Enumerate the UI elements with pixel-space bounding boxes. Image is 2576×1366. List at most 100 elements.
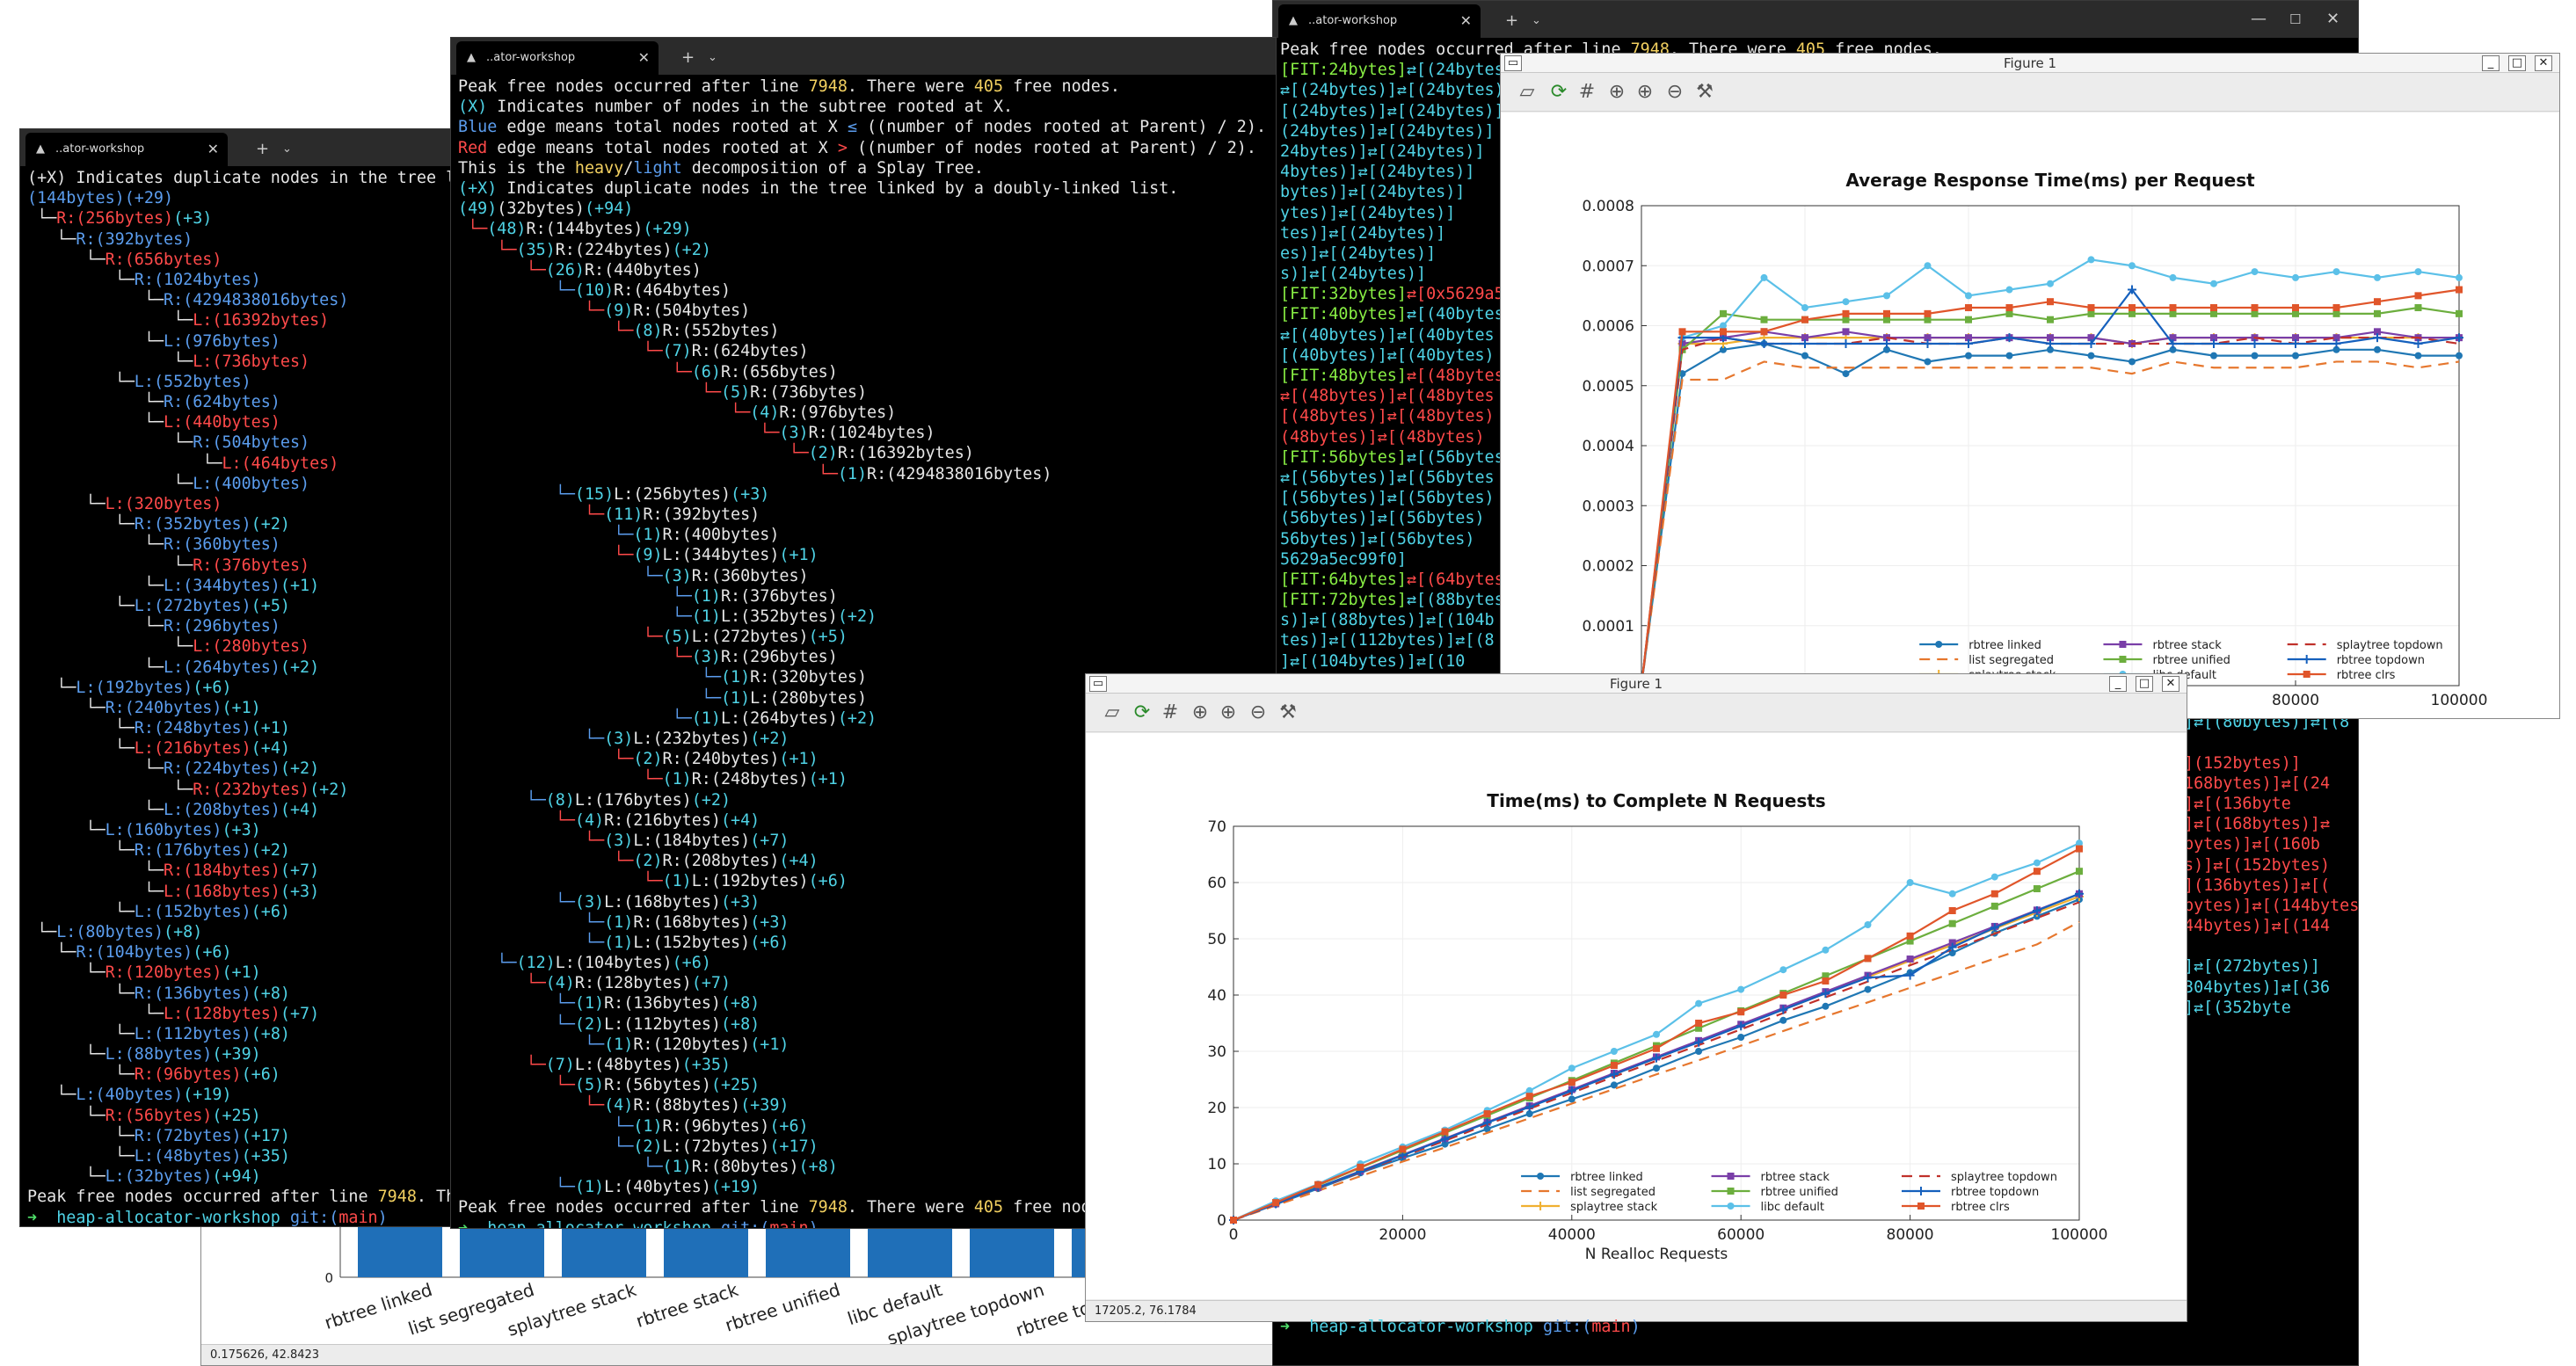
- terminal-tab[interactable]: ▲ ..ator-workshop ✕: [25, 133, 228, 166]
- new-tab-icon[interactable]: +: [681, 48, 695, 67]
- terminal-line: [(40bytes)]⇄[(40bytes): [1280, 345, 2358, 366]
- terminal-text: L:(32bytes): [105, 1167, 213, 1187]
- legend-label: splaytree topdown: [2337, 639, 2443, 652]
- terminal-tab[interactable]: ▲ ..ator-workshop ✕: [456, 41, 659, 75]
- data-point: [1905, 970, 1915, 980]
- legend-marker: [1916, 1187, 1925, 1195]
- grid-icon[interactable]: #: [1161, 701, 1179, 723]
- zoom-in-icon[interactable]: ⊕: [1636, 81, 1654, 103]
- bar-y-tick: 0: [324, 1270, 333, 1286]
- terminal-text: heap-allocator-workshop: [56, 1208, 290, 1226]
- figure-minimize-icon[interactable]: _: [2109, 676, 2127, 692]
- terminal-text: [FIT:24bytes]: [1280, 61, 1407, 80]
- zoom-out-icon[interactable]: ⊖: [1249, 701, 1267, 723]
- figure-close-icon[interactable]: ✕: [2535, 55, 2552, 71]
- x-tick-label: 80000: [2272, 692, 2319, 709]
- figure-maximize-icon[interactable]: □: [2508, 55, 2526, 71]
- terminal-text: (9): [633, 546, 663, 565]
- tab-menu-chevron-icon[interactable]: ⌄: [708, 51, 717, 64]
- terminal-line: └─R:(1024bytes): [27, 270, 493, 290]
- terminal-text: 7948: [808, 1198, 848, 1217]
- figure-maximize-icon[interactable]: □: [2136, 676, 2153, 692]
- terminal-text: main: [338, 1208, 378, 1226]
- figure-plot-area[interactable]: Time(ms) to Complete N Requests 0 20000 400…: [1086, 733, 2187, 1299]
- data-point: [1801, 316, 1808, 323]
- terminal-text: (+2): [837, 607, 877, 626]
- terminal-text: (+3): [280, 882, 320, 901]
- terminal-window-left[interactable]: ▲ ..ator-workshop ✕ + ⌄ (+X) Indicates dup…: [19, 128, 494, 1227]
- terminal-text: L:(440bytes): [164, 413, 280, 432]
- terminal-line: bytes)]⇄[(144bytes)]⇄: [1280, 896, 2358, 916]
- terminal-line: [FIT:48bytes]⇄[(48bytes: [1280, 366, 2358, 386]
- terminal-output[interactable]: Peak free nodes occurred after line 7948…: [458, 76, 1276, 1228]
- terminal-text: bytes)]⇄[(160b: [2184, 835, 2321, 854]
- zoom-icon[interactable]: ⊕: [1191, 701, 1209, 723]
- terminal-tab[interactable]: ▲ ..ator-workshop ✕: [1278, 4, 1481, 38]
- refresh-icon[interactable]: ⟳: [1133, 701, 1151, 723]
- data-point: [1695, 1020, 1703, 1027]
- terminal-text: (5): [574, 1076, 605, 1095]
- terminal-text: └─: [458, 444, 809, 463]
- settings-icon[interactable]: ⚒: [1279, 701, 1297, 723]
- terminal-text: R:(656bytes): [105, 250, 222, 269]
- terminal-text: ➜: [27, 1208, 57, 1226]
- terminal-line: └─(9)R:(504bytes): [458, 301, 1276, 321]
- terminal-text: (+X): [458, 178, 498, 198]
- y-tick-label: 50: [1207, 931, 1226, 948]
- figure-minimize-icon[interactable]: _: [2482, 55, 2500, 71]
- close-icon[interactable]: ✕: [2326, 10, 2340, 28]
- tab-menu-chevron-icon[interactable]: ⌄: [1532, 14, 1541, 27]
- figure-close-icon[interactable]: ✕: [2162, 676, 2179, 692]
- terminal-text: Indicates duplicate nodes in the tree li…: [497, 178, 1179, 198]
- terminal-text: (+6): [251, 902, 290, 921]
- terminal-text: └─: [27, 495, 106, 513]
- terminal-text: └─: [458, 831, 605, 850]
- terminal-output[interactable]: Peak free nodes occurred after line 7948…: [1280, 40, 2358, 1365]
- terminal-line: [FIT:56bytes]⇄[(56bytes: [1280, 447, 2358, 468]
- legend-label: rbtree stack: [1761, 1171, 1830, 1184]
- tab-close-icon[interactable]: ✕: [207, 141, 219, 157]
- grid-icon[interactable]: #: [1578, 81, 1596, 103]
- tab-close-icon[interactable]: ✕: [1459, 12, 1472, 29]
- new-tab-icon[interactable]: +: [1505, 11, 1519, 30]
- terminal-text: └─: [458, 994, 575, 1014]
- new-tab-icon[interactable]: +: [256, 140, 270, 158]
- zoom-in-icon[interactable]: ⊕: [1219, 701, 1237, 723]
- refresh-icon[interactable]: ⟳: [1550, 81, 1568, 103]
- terminal-text: (1): [691, 708, 721, 728]
- terminal-line: └─(3)R:(360bytes): [458, 566, 1276, 586]
- zoom-out-icon[interactable]: ⊖: [1666, 81, 1684, 103]
- tab-close-icon[interactable]: ✕: [637, 49, 650, 66]
- terminal-text: main: [769, 1218, 809, 1229]
- tab-menu-chevron-icon[interactable]: ⌄: [282, 142, 292, 156]
- terminal-line: Peak free nodes occurred after line 7948…: [458, 1197, 1276, 1217]
- terminal-line: └─R:(624bytes): [27, 392, 493, 412]
- terminal-text: ⇄[(56bytes: [1406, 447, 1504, 467]
- terminal-text: (+5): [251, 596, 290, 615]
- settings-icon[interactable]: ⚒: [1696, 81, 1714, 103]
- terminal-line: └─(8)L:(176bytes)(+2): [458, 790, 1276, 810]
- tab-bar: ▲ ..ator-workshop ✕ + ⌄: [451, 38, 1276, 75]
- figure-window-top[interactable]: Figure 1 ▭ _ □ ✕ ▱ ⟳ # ⊕ ⊕ ⊖ ⚒ Average R…: [1500, 53, 2560, 729]
- zoom-icon[interactable]: ⊕: [1608, 81, 1626, 103]
- terminal-text: decomposition of a Splay Tree.: [681, 158, 984, 178]
- terminal-line: └─(1)L:(152bytes)(+6): [458, 933, 1276, 953]
- figure-window-front[interactable]: Figure 1 ▭ _ □ ✕ ▱ ⟳ # ⊕ ⊕ ⊖ ⚒ Time(ms) …: [1085, 673, 2187, 1322]
- minimize-icon[interactable]: —: [2251, 10, 2267, 28]
- terminal-line: Peak free nodes occurred after line 7948…: [27, 1187, 493, 1207]
- terminal-text: R:(296bytes): [720, 648, 838, 667]
- terminal-output[interactable]: (+X) Indicates duplicate nodes in the tr…: [27, 168, 493, 1226]
- save-menu-icon[interactable]: ▱: [1519, 81, 1535, 103]
- terminal-text: L:(40bytes): [76, 1086, 184, 1105]
- response-time-chart[interactable]: Average Response Time(ms) per Request020…: [1501, 113, 2559, 729]
- figure-plot-area[interactable]: Average Response Time(ms) per Request020…: [1501, 113, 2559, 729]
- terminal-text: 405: [973, 77, 1004, 96]
- terminal-text: └─: [458, 1157, 663, 1176]
- terminal-line: └─(3)R:(296bytes): [458, 647, 1276, 667]
- save-menu-icon[interactable]: ▱: [1104, 701, 1120, 723]
- terminal-text: L:(88bytes): [105, 1045, 213, 1064]
- maximize-icon[interactable]: ☐: [2289, 11, 2302, 27]
- terminal-text: (1): [604, 933, 634, 952]
- terminal-text: (5): [662, 628, 692, 647]
